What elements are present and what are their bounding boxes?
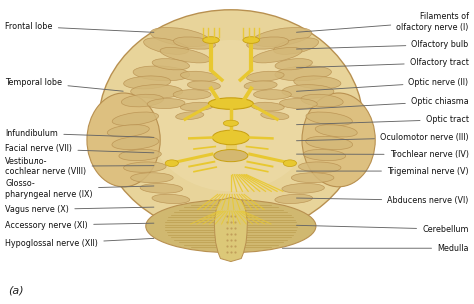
Ellipse shape (147, 98, 185, 109)
Ellipse shape (292, 173, 334, 183)
Ellipse shape (252, 47, 302, 63)
Ellipse shape (275, 194, 312, 204)
Ellipse shape (173, 90, 211, 99)
Text: Optic nerve (II): Optic nerve (II) (296, 78, 469, 91)
Ellipse shape (282, 183, 324, 193)
Ellipse shape (303, 150, 346, 161)
Ellipse shape (165, 160, 178, 167)
Ellipse shape (203, 37, 219, 43)
Ellipse shape (302, 93, 375, 187)
Ellipse shape (133, 66, 190, 81)
Ellipse shape (112, 112, 159, 126)
Ellipse shape (131, 85, 182, 98)
Ellipse shape (99, 10, 363, 237)
Ellipse shape (209, 98, 253, 109)
Text: Cerebellum: Cerebellum (297, 225, 469, 234)
Text: Trochlear nerve (IV): Trochlear nerve (IV) (297, 150, 469, 159)
Text: Vestibuло-
cochlear nerve (VIII): Vestibuло- cochlear nerve (VIII) (5, 157, 154, 176)
Ellipse shape (246, 71, 284, 81)
Ellipse shape (306, 112, 352, 126)
Ellipse shape (87, 93, 160, 187)
Ellipse shape (251, 102, 284, 111)
Ellipse shape (306, 136, 353, 150)
Ellipse shape (315, 125, 357, 137)
Text: Optic chiasma: Optic chiasma (297, 97, 469, 109)
Text: Filaments of
olfactory nerve (I): Filaments of olfactory nerve (I) (296, 12, 469, 32)
Text: Frontal lobe: Frontal lobe (5, 22, 154, 32)
Text: Medulla: Medulla (283, 244, 469, 253)
Ellipse shape (181, 71, 218, 81)
Ellipse shape (280, 98, 317, 109)
Text: Olfactory tract: Olfactory tract (297, 58, 469, 68)
Ellipse shape (180, 102, 213, 111)
Ellipse shape (107, 125, 149, 137)
Text: (a): (a) (8, 286, 23, 296)
Text: Olfactory bulb: Olfactory bulb (296, 40, 469, 49)
Ellipse shape (152, 59, 190, 70)
Ellipse shape (301, 94, 343, 107)
Text: Glosso-
pharyngeal nerve (IX): Glosso- pharyngeal nerve (IX) (5, 179, 154, 199)
Ellipse shape (146, 40, 316, 191)
Ellipse shape (275, 66, 331, 81)
Ellipse shape (282, 85, 334, 98)
Ellipse shape (283, 160, 297, 167)
Ellipse shape (187, 81, 220, 90)
Ellipse shape (261, 112, 289, 120)
Ellipse shape (223, 120, 238, 126)
Ellipse shape (176, 112, 204, 120)
Text: Abducens nerve (VI): Abducens nerve (VI) (297, 196, 469, 205)
Text: Vagus nerve (X): Vagus nerve (X) (5, 205, 154, 214)
Text: Facial nerve (VII): Facial nerve (VII) (5, 144, 154, 154)
Ellipse shape (212, 130, 249, 145)
Text: Trigeminal nerve (V): Trigeminal nerve (V) (297, 167, 469, 176)
Ellipse shape (273, 38, 319, 54)
Ellipse shape (152, 194, 190, 204)
Ellipse shape (244, 81, 277, 90)
Ellipse shape (243, 37, 259, 43)
Text: Oculomotor nerve (III): Oculomotor nerve (III) (296, 133, 469, 142)
Ellipse shape (140, 183, 182, 193)
Text: Optic tract: Optic tract (297, 115, 469, 125)
Text: Temporal lobe: Temporal lobe (5, 78, 123, 91)
Ellipse shape (299, 162, 341, 172)
Ellipse shape (160, 47, 210, 63)
Text: Hypoglossal nerve (XII): Hypoglossal nerve (XII) (5, 238, 154, 248)
Ellipse shape (150, 27, 210, 47)
Ellipse shape (124, 76, 171, 89)
Ellipse shape (294, 76, 341, 89)
Ellipse shape (144, 38, 189, 54)
PathPatch shape (214, 197, 247, 261)
Ellipse shape (131, 173, 173, 183)
Ellipse shape (119, 150, 161, 161)
Ellipse shape (214, 150, 248, 162)
Ellipse shape (252, 27, 312, 47)
Ellipse shape (121, 94, 164, 107)
Ellipse shape (146, 200, 316, 253)
Ellipse shape (173, 37, 216, 49)
Ellipse shape (112, 136, 159, 150)
Text: Infundibulum: Infundibulum (5, 129, 154, 138)
Ellipse shape (247, 37, 289, 49)
Ellipse shape (275, 59, 312, 70)
Ellipse shape (254, 90, 292, 99)
Text: Accessory nerve (XI): Accessory nerve (XI) (5, 221, 154, 230)
Ellipse shape (124, 162, 166, 172)
